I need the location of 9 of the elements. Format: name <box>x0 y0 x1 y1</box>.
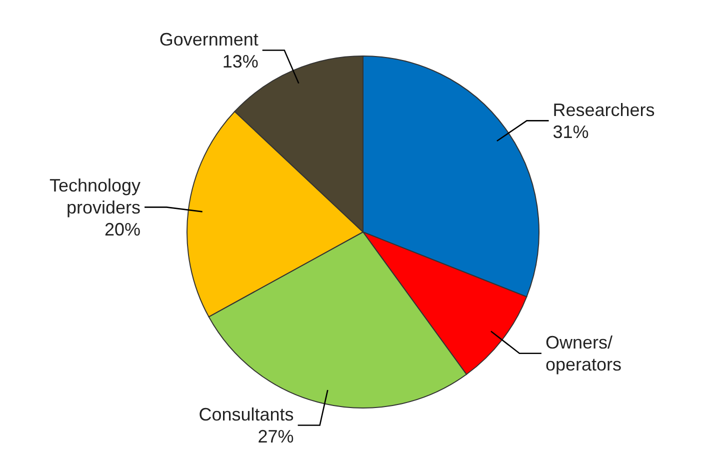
slice-label: Owners/operators <box>545 332 622 375</box>
slice-label: Technology providers <box>49 175 141 218</box>
data-label: 13% <box>222 52 258 72</box>
slice-label: Researchers <box>552 100 655 120</box>
data-label: 31% <box>552 122 589 142</box>
slice-label: Consultants <box>198 404 294 425</box>
slice-label: Government <box>159 30 258 50</box>
data-label: 27% <box>258 426 294 447</box>
data-label: 20% <box>104 219 141 240</box>
